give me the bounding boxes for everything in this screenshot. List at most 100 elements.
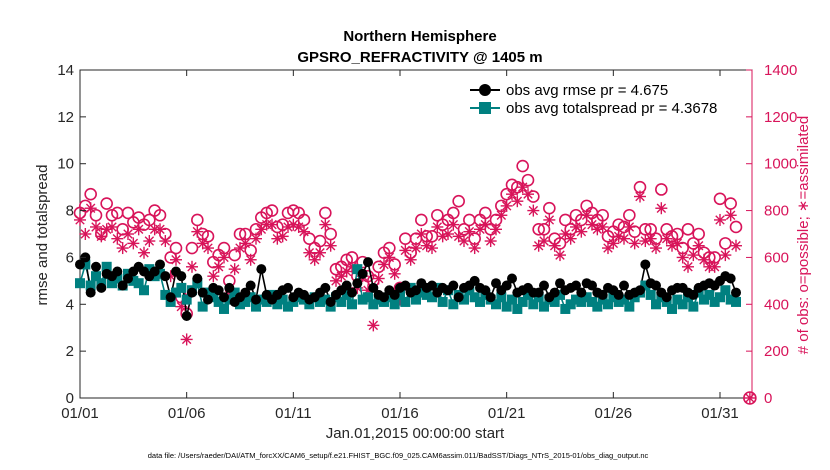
spread-point (592, 301, 603, 312)
obs-assimilated-point (618, 232, 630, 245)
obs-assimilated-point (271, 232, 284, 245)
obs-assimilated-point (383, 251, 396, 264)
spread-point (501, 301, 512, 312)
obs-assimilated-point (319, 218, 332, 231)
obs-assimilated-point (447, 218, 460, 231)
legend-spread-label: obs avg totalspread pr = 4.3678 (506, 100, 717, 117)
obs-possible-point (681, 223, 695, 236)
obs-assimilated-point (116, 242, 129, 255)
x-tick-label: 01/11 (275, 405, 311, 422)
obs-assimilated-point (388, 267, 401, 280)
obs-assimilated-point (719, 249, 732, 262)
obs-assimilated-point (580, 209, 593, 222)
rmse-point (501, 280, 512, 291)
spread-point (272, 299, 283, 310)
obs-possible-point (452, 194, 465, 208)
spread-point (283, 301, 293, 312)
obs-assimilated-point (228, 263, 241, 276)
rmse-point (651, 280, 661, 291)
spread-point (363, 292, 373, 303)
chart-subtitle: GPSRO_REFRACTIVITY @ 1405 m (297, 49, 542, 66)
rmse-point (112, 266, 123, 277)
obs-assimilated-point (484, 235, 497, 248)
rmse-point (187, 287, 197, 298)
obs-assimilated-point (122, 228, 134, 240)
obs-possible-point (479, 206, 492, 220)
obs-assimilated-point (596, 220, 609, 233)
spread-point (507, 294, 517, 305)
rmse-point (341, 280, 352, 291)
obs-assimilated-point (399, 244, 412, 257)
obs-assimilated-point (132, 223, 145, 236)
obs-assimilated-point (442, 228, 454, 240)
obs-assimilated-point (404, 253, 417, 266)
obs-possible-point (431, 208, 444, 222)
obs-assimilated-point (106, 220, 118, 233)
obs-assimilated-point (575, 225, 588, 238)
spread-point (80, 259, 91, 270)
obs-possible-point (313, 234, 327, 248)
x-tick-label: 01/06 (168, 405, 206, 422)
obs-assimilated-point (607, 237, 620, 250)
spread-point (448, 299, 459, 310)
spread-point (133, 278, 144, 289)
rmse-point (96, 282, 107, 293)
rmse-point (731, 287, 741, 298)
obs-possible-point (729, 220, 743, 234)
obs-possible-point (324, 227, 337, 241)
y-tick-label-right: 200 (764, 343, 789, 360)
rmse-point (117, 280, 128, 291)
rmse-point (640, 259, 651, 270)
rmse-point (192, 273, 203, 284)
rmse-point (539, 280, 549, 291)
rmse-point (597, 289, 608, 300)
obs-possible-point (228, 248, 241, 262)
obs-possible-point (265, 204, 279, 217)
spread-point (203, 287, 213, 298)
spread-point (555, 289, 565, 300)
spread-point (715, 292, 725, 303)
spread-point (475, 296, 485, 307)
obs-possible-point (169, 241, 183, 255)
spread-point (672, 294, 683, 305)
y-tick-label-right: 400 (764, 296, 789, 313)
spread-point (565, 299, 576, 310)
spread-point (549, 296, 560, 307)
spread-point (427, 292, 437, 303)
y-tick-label-right: 1400 (764, 62, 797, 79)
spread-point (411, 294, 421, 305)
rmse-point (160, 271, 171, 282)
rmse-point (427, 280, 437, 291)
spread-point (725, 294, 736, 305)
spread-point (619, 294, 629, 305)
obs-assimilated-point (511, 195, 524, 208)
spread-point (603, 299, 613, 310)
obs-assimilated-point (698, 253, 710, 266)
y-tick-label-right: 0 (764, 390, 772, 407)
rmse-point (448, 280, 459, 291)
rmse-point (325, 296, 336, 307)
rmse-point (240, 287, 251, 298)
obs-assimilated-point (74, 213, 86, 226)
rmse-point (320, 282, 331, 293)
legend-spread-marker (479, 102, 491, 114)
obs-possible-point (233, 227, 247, 241)
y-tick-label-left: 6 (66, 249, 74, 266)
obs-possible-point (447, 206, 460, 220)
spread-point (581, 292, 592, 303)
spread-point (651, 299, 661, 310)
rmse-point (203, 294, 213, 305)
obs-possible-point (719, 237, 732, 250)
obs-assimilated-point (84, 202, 97, 215)
obs-possible-point (153, 208, 167, 222)
y-tick-label-left: 8 (66, 203, 74, 220)
rmse-point (635, 285, 645, 296)
obs-possible-point (596, 208, 609, 222)
spread-point (512, 303, 523, 314)
spread-point (341, 289, 352, 300)
obs-assimilated-point (516, 181, 529, 194)
obs-possible-point (319, 206, 332, 220)
obs-assimilated-point (378, 258, 390, 271)
y-axis-label-right: # of obs: o=possible; ∗=assimilated (795, 116, 812, 355)
obs-assimilated-point (415, 228, 428, 240)
